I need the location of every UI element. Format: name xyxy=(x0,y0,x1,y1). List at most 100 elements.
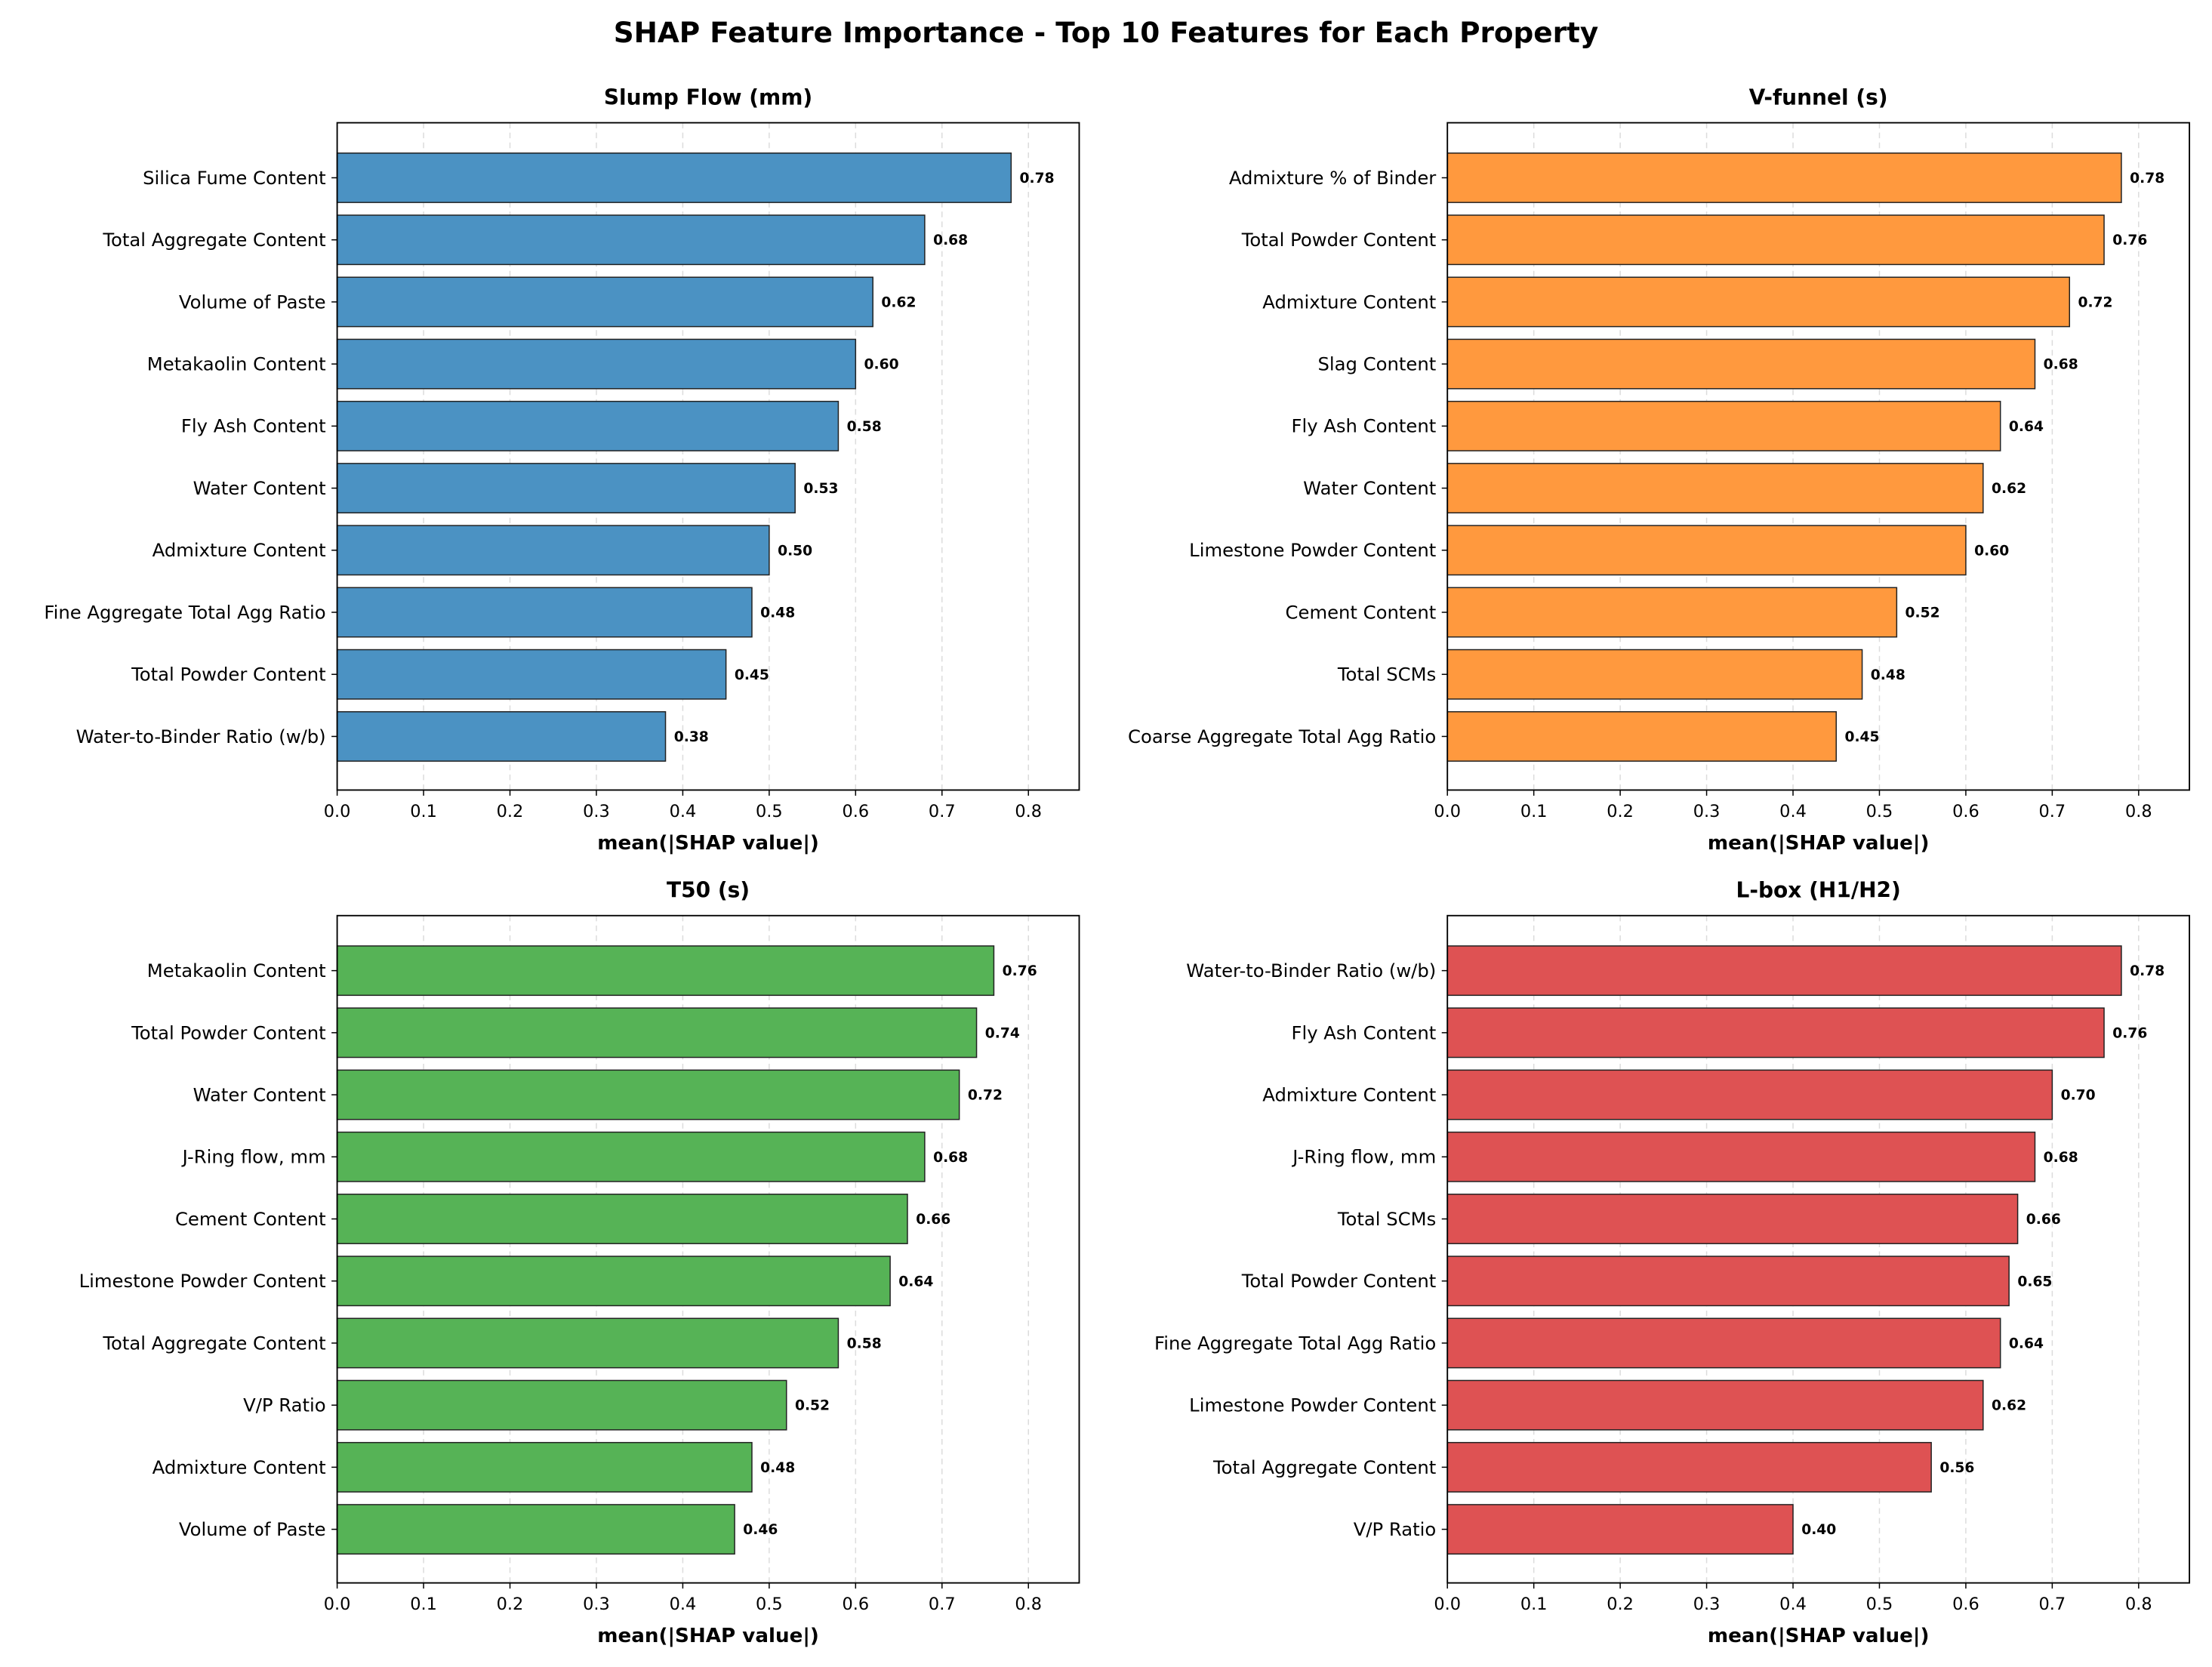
bar xyxy=(1446,153,2122,203)
bar xyxy=(336,1007,978,1058)
x-tick-label: 0.3 xyxy=(1693,802,1721,821)
y-tick-label: Total SCMs xyxy=(1337,664,1436,686)
x-tick-label: 0.4 xyxy=(1779,802,1807,821)
y-tick-label: Water-to-Binder Ratio (w/b) xyxy=(1186,960,1436,981)
y-tick-label: Limestone Powder Content xyxy=(1189,539,1436,561)
bar xyxy=(336,710,667,762)
bar-value-label: 0.58 xyxy=(847,419,882,435)
bar xyxy=(1446,945,2122,997)
axes-frame xyxy=(1446,914,2191,1584)
x-tick-label: 0.4 xyxy=(670,1595,697,1614)
y-tick-label: Admixture Content xyxy=(152,1456,326,1478)
y-tick-label: J-Ring flow, mm xyxy=(1291,1146,1436,1168)
bar-value-label: 0.58 xyxy=(847,1336,882,1351)
y-tick-label: V/P Ratio xyxy=(243,1394,326,1416)
y-tick-label: Admixture % of Binder xyxy=(1229,167,1436,189)
y-tick-label: Fine Aggregate Total Agg Ratio xyxy=(44,601,325,623)
bar-value-label: 0.66 xyxy=(916,1212,950,1228)
bar xyxy=(1446,1504,1794,1555)
bar-value-label: 0.53 xyxy=(803,481,838,497)
x-tick-label: 0.8 xyxy=(1015,802,1042,821)
bar xyxy=(1446,1131,2036,1182)
bar-value-label: 0.48 xyxy=(760,1460,795,1476)
bar-value-label: 0.52 xyxy=(795,1398,830,1414)
x-tick-label: 0.0 xyxy=(1434,1595,1461,1614)
bar-value-label: 0.40 xyxy=(1801,1522,1836,1538)
panel-title: V-funnel (s) xyxy=(1749,85,1888,109)
bar xyxy=(336,1379,787,1431)
bar-value-label: 0.60 xyxy=(1974,543,2009,559)
bar xyxy=(336,945,995,997)
x-tick-label: 0.7 xyxy=(2039,1595,2066,1614)
x-tick-label: 0.0 xyxy=(324,1595,351,1614)
bar-value-label: 0.74 xyxy=(985,1025,1020,1041)
y-tick-label: Admixture Content xyxy=(152,539,326,561)
x-tick-label: 0.8 xyxy=(2125,802,2152,821)
y-tick-label: Admixture Content xyxy=(1262,291,1436,313)
x-tick-label: 0.1 xyxy=(410,1595,437,1614)
y-tick-label: Limestone Powder Content xyxy=(79,1270,326,1292)
x-tick-label: 0.3 xyxy=(1693,1595,1721,1614)
y-tick-label: Coarse Aggregate Total Agg Ratio xyxy=(1128,726,1436,747)
x-tick-label: 0.2 xyxy=(497,802,524,821)
axes-frame xyxy=(336,122,1080,791)
x-tick-label: 0.6 xyxy=(842,802,869,821)
x-tick-label: 0.7 xyxy=(929,802,956,821)
bar-value-label: 0.65 xyxy=(2017,1274,2052,1290)
x-tick-label: 0.6 xyxy=(842,1595,869,1614)
y-tick-label: Cement Content xyxy=(175,1208,326,1230)
x-tick-label: 0.6 xyxy=(1952,802,1979,821)
bar-value-label: 0.72 xyxy=(2078,294,2112,310)
x-tick-label: 0.0 xyxy=(1434,802,1461,821)
y-tick-label: Limestone Powder Content xyxy=(1189,1394,1436,1416)
bar xyxy=(336,1194,908,1244)
bar xyxy=(1446,1007,2105,1058)
bar-value-label: 0.45 xyxy=(1844,729,1879,745)
x-tick-label: 0.8 xyxy=(2125,1595,2152,1614)
x-tick-label: 0.2 xyxy=(1607,802,1634,821)
bar xyxy=(336,1441,753,1493)
bar-value-label: 0.46 xyxy=(743,1522,778,1538)
x-tick-label: 0.3 xyxy=(583,1595,610,1614)
bar xyxy=(1446,400,2001,451)
bar-value-label: 0.62 xyxy=(1992,1398,2026,1414)
x-tick-label: 0.1 xyxy=(410,802,437,821)
x-tick-label: 0.3 xyxy=(583,802,610,821)
panel-3: L-box (H1/H2) 0.78 Water-to-Binder Ratio (… xyxy=(1154,877,2191,1647)
y-tick-label: Total Powder Content xyxy=(1241,229,1437,251)
bar-value-label: 0.45 xyxy=(735,667,769,683)
bar-value-label: 0.64 xyxy=(2009,419,2044,435)
x-tick-label: 0.4 xyxy=(1779,1595,1807,1614)
bar-value-label: 0.68 xyxy=(2044,1150,2078,1166)
bar xyxy=(1446,710,1837,762)
bar-value-label: 0.68 xyxy=(933,233,968,248)
panel-0: Slump Flow (mm) 0.78 Silica Fume Content 0.… xyxy=(44,85,1080,855)
panel-1: V-funnel (s) 0.78 Admixture % of Binder 0.7… xyxy=(1128,85,2191,855)
x-tick-label: 0.1 xyxy=(1520,1595,1548,1614)
x-tick-label: 0.7 xyxy=(2039,802,2066,821)
bar-value-label: 0.64 xyxy=(898,1274,933,1290)
y-tick-label: Metakaolin Content xyxy=(147,353,326,375)
x-tick-label: 0.0 xyxy=(324,802,351,821)
y-tick-label: Water Content xyxy=(1303,477,1436,499)
bar xyxy=(336,214,926,266)
y-tick-label: Water Content xyxy=(193,1083,326,1105)
x-tick-label: 0.2 xyxy=(497,1595,524,1614)
bar-value-label: 0.68 xyxy=(2044,357,2078,373)
y-tick-label: J-Ring flow, mm xyxy=(181,1146,326,1168)
y-tick-label: Silica Fume Content xyxy=(143,167,326,189)
bar xyxy=(336,587,753,638)
bar-value-label: 0.72 xyxy=(968,1088,1003,1104)
panel-title: L-box (H1/H2) xyxy=(1736,877,1900,902)
y-tick-label: Slag Content xyxy=(1318,353,1437,375)
bar xyxy=(1446,1194,2019,1244)
bar-value-label: 0.76 xyxy=(2112,233,2147,248)
x-tick-label: 0.4 xyxy=(670,802,697,821)
bar-value-label: 0.62 xyxy=(881,294,916,310)
x-axis-label: mean(|SHAP value|) xyxy=(597,832,819,855)
y-tick-label: Water Content xyxy=(193,477,326,499)
bar xyxy=(1446,276,2071,328)
bar xyxy=(336,1069,960,1120)
bar xyxy=(1446,1379,1984,1431)
panel-title: T50 (s) xyxy=(667,877,750,902)
